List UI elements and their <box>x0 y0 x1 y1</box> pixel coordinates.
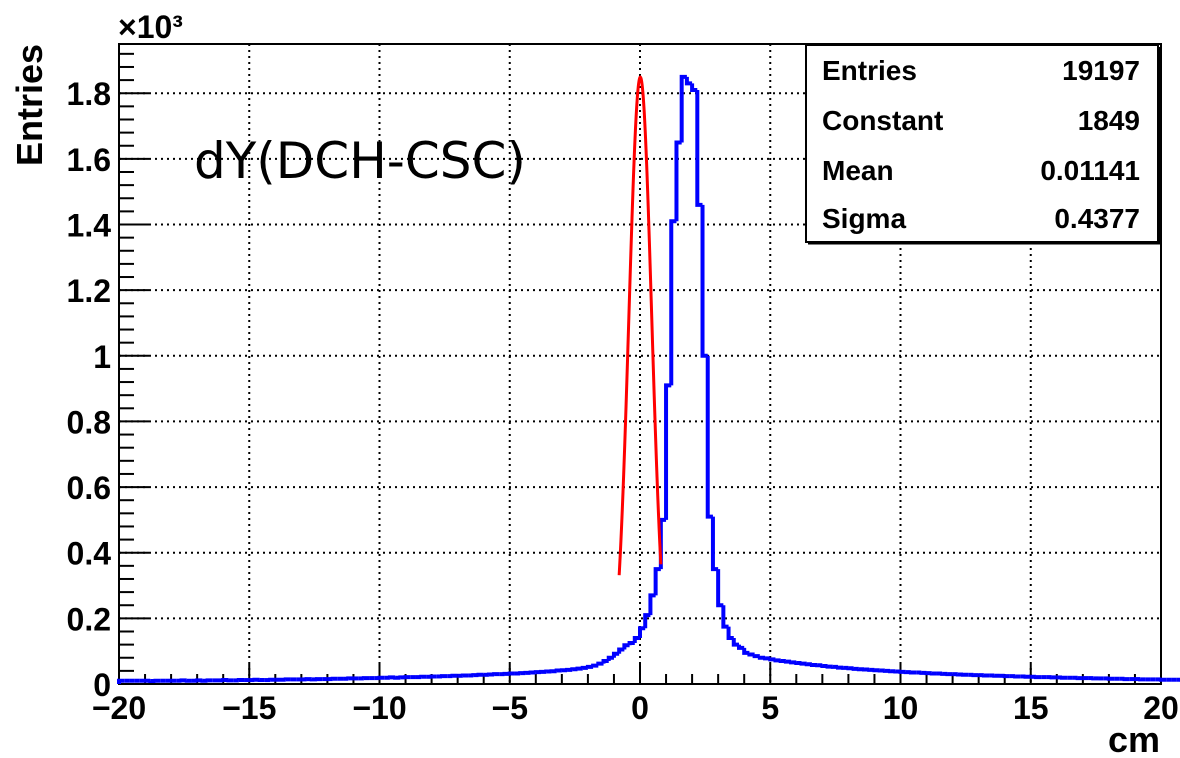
y-tick-label: 1.2 <box>67 273 111 309</box>
histogram-bin <box>799 661 807 666</box>
histogram-bin <box>778 659 786 664</box>
histogram-bin <box>794 660 802 665</box>
histogram-bin <box>690 83 698 92</box>
x-tick-label: 10 <box>883 690 919 726</box>
histogram-bin <box>851 666 859 671</box>
histogram-bin <box>752 654 760 659</box>
histogram-bin <box>664 383 672 520</box>
histogram-bin <box>736 644 745 650</box>
x-tick-label: −20 <box>92 690 146 726</box>
histogram-bin <box>575 666 583 671</box>
y-tick-label: 0.8 <box>67 404 111 440</box>
histogram-bin <box>606 655 614 662</box>
histogram-bin <box>638 626 646 639</box>
histogram-bin <box>601 659 609 664</box>
y-tick-label: 1.6 <box>67 142 111 178</box>
x-tick-label: 20 <box>1143 690 1179 726</box>
stats-label-mean: Mean <box>822 155 894 186</box>
y-tick-label: 0.2 <box>67 601 111 637</box>
histogram-bin <box>768 657 776 662</box>
histogram-bin <box>648 593 656 616</box>
histogram-bin <box>731 638 739 647</box>
x-tick-label: 0 <box>631 690 649 726</box>
axis-ticks <box>118 52 1162 685</box>
histogram-bin <box>757 655 766 660</box>
plot-annotation: dY(DCH-CSC) <box>194 132 526 190</box>
stats-value-sigma: 0.4377 <box>1054 203 1140 234</box>
histogram-bin <box>674 140 682 222</box>
histogram-bin <box>773 658 781 663</box>
histogram-bin <box>570 667 578 672</box>
fit-layer <box>617 75 663 576</box>
y-tick-label: 0.4 <box>67 536 112 572</box>
histogram-bin <box>825 664 833 669</box>
x-tick-label: −5 <box>492 690 528 726</box>
histogram-bin <box>700 204 708 358</box>
x-axis-title: cm <box>1108 719 1160 758</box>
histogram-bin <box>643 613 651 629</box>
histogram-bin <box>820 663 828 668</box>
y-tick-label: 1 <box>93 339 111 375</box>
y-tick-label: 1.8 <box>67 76 111 112</box>
y-axis-title: Entries <box>9 44 50 166</box>
y-multiplier-label: ×10³ <box>118 9 183 45</box>
gaussian-fit-curve <box>617 75 663 576</box>
stats-value-constant: 1849 <box>1078 105 1140 136</box>
histogram-bin <box>669 219 677 386</box>
histogram-bin <box>684 76 693 86</box>
histogram-bin <box>611 651 620 658</box>
x-tick-label: 5 <box>761 690 779 726</box>
x-tick-label: −10 <box>352 690 406 726</box>
histogram-bin <box>763 656 771 661</box>
histogram-bin <box>747 652 755 657</box>
histogram-bin <box>580 665 588 670</box>
stats-box: Entries 19197 Constant 1849 Mean 0.01141… <box>805 44 1161 245</box>
histogram-bin <box>695 89 703 207</box>
histogram-bin <box>679 74 687 143</box>
histogram-bin <box>591 663 599 668</box>
histogram-bin <box>721 605 729 629</box>
grid-lines <box>119 44 1161 684</box>
histogram-bin <box>742 647 750 655</box>
histogram-bin <box>117 678 125 684</box>
histogram-bin <box>585 664 594 669</box>
y-tick-label: 1.4 <box>67 208 112 244</box>
histogram-bin <box>783 659 792 664</box>
x-tick-label: 15 <box>1013 690 1049 726</box>
stats-label-entries: Entries <box>822 55 917 86</box>
histogram-bin <box>716 569 724 608</box>
y-tick-label: 0.6 <box>67 470 111 506</box>
histogram-bin <box>627 640 635 646</box>
histogram-bin <box>705 355 713 519</box>
histogram-bin <box>726 626 734 641</box>
histogram-bin <box>809 662 818 667</box>
y-tick-label: 0 <box>93 667 111 703</box>
stats-value-entries: 19197 <box>1062 55 1140 86</box>
histogram-bin <box>554 668 562 673</box>
stats-value-mean: 0.01141 <box>1040 155 1140 186</box>
histogram-bin <box>596 661 604 666</box>
stats-label-sigma: Sigma <box>822 203 906 234</box>
histogram-bin <box>653 567 661 596</box>
histogram-bin <box>835 665 844 670</box>
histogram-bin <box>789 660 797 665</box>
histogram-layer <box>117 74 1180 684</box>
histogram-bin <box>804 662 812 667</box>
stats-box-frame <box>805 44 1159 243</box>
x-tick-label: −15 <box>222 690 276 726</box>
histogram-bin <box>632 636 640 643</box>
tick-labels: −20 −15 −10 −5 0 5 10 15 20 0 0.2 0.4 0.6 0.8 1 1.2 1.4 1… <box>67 76 1179 726</box>
histogram-bin <box>622 643 630 650</box>
histogram-bin <box>710 516 719 572</box>
histogram-bin <box>617 647 625 654</box>
stats-label-constant: Constant <box>822 105 943 136</box>
